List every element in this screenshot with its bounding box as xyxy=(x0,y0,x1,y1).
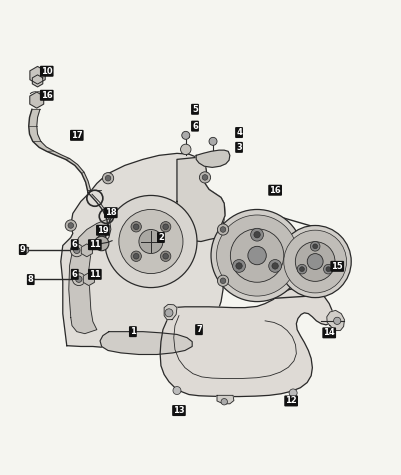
Circle shape xyxy=(94,236,109,251)
Circle shape xyxy=(217,224,228,235)
Text: 14: 14 xyxy=(322,328,334,337)
Text: 1: 1 xyxy=(130,327,136,336)
Polygon shape xyxy=(28,109,91,193)
Circle shape xyxy=(278,226,350,298)
Circle shape xyxy=(162,254,168,259)
Polygon shape xyxy=(81,244,92,256)
Text: 7: 7 xyxy=(196,325,201,334)
Circle shape xyxy=(220,278,225,284)
Polygon shape xyxy=(176,157,225,241)
Circle shape xyxy=(105,175,111,181)
Polygon shape xyxy=(32,75,43,87)
Circle shape xyxy=(164,309,172,317)
Circle shape xyxy=(325,267,330,272)
Text: 15: 15 xyxy=(330,262,342,271)
Circle shape xyxy=(75,276,82,282)
Text: 11: 11 xyxy=(89,240,101,249)
Circle shape xyxy=(220,227,225,232)
Polygon shape xyxy=(69,218,113,333)
Circle shape xyxy=(299,267,304,272)
Circle shape xyxy=(22,247,28,254)
Polygon shape xyxy=(83,273,94,285)
Circle shape xyxy=(73,247,80,254)
Circle shape xyxy=(172,387,180,395)
Text: 12: 12 xyxy=(285,397,296,406)
Circle shape xyxy=(181,132,189,139)
Circle shape xyxy=(306,254,322,269)
Circle shape xyxy=(323,265,332,274)
Circle shape xyxy=(72,273,85,285)
Circle shape xyxy=(27,276,34,282)
Circle shape xyxy=(131,251,141,261)
Polygon shape xyxy=(164,304,176,320)
Polygon shape xyxy=(326,310,344,331)
Text: 6: 6 xyxy=(192,122,197,131)
Text: 18: 18 xyxy=(105,208,116,217)
Circle shape xyxy=(65,220,76,231)
Circle shape xyxy=(211,209,302,302)
Text: 5: 5 xyxy=(192,105,197,114)
Circle shape xyxy=(230,229,283,282)
Text: 16: 16 xyxy=(41,91,53,100)
Polygon shape xyxy=(196,150,229,167)
Circle shape xyxy=(133,254,139,259)
Circle shape xyxy=(202,175,207,180)
Circle shape xyxy=(68,223,73,228)
Circle shape xyxy=(247,247,265,265)
Circle shape xyxy=(271,263,277,269)
Circle shape xyxy=(162,224,168,229)
Circle shape xyxy=(70,244,83,256)
Text: 19: 19 xyxy=(97,226,108,235)
Text: 11: 11 xyxy=(89,270,101,279)
Circle shape xyxy=(216,215,297,296)
Circle shape xyxy=(288,389,296,397)
Circle shape xyxy=(310,241,319,251)
Circle shape xyxy=(295,242,334,281)
Text: 16: 16 xyxy=(269,186,280,195)
Circle shape xyxy=(253,231,259,238)
Text: 2: 2 xyxy=(158,233,164,242)
Text: 10: 10 xyxy=(41,67,53,76)
Circle shape xyxy=(209,137,217,145)
Circle shape xyxy=(139,229,162,254)
Circle shape xyxy=(232,259,245,272)
Polygon shape xyxy=(217,395,233,404)
Text: 8: 8 xyxy=(28,275,34,284)
Text: 4: 4 xyxy=(235,128,241,137)
Text: 3: 3 xyxy=(236,143,241,152)
Circle shape xyxy=(131,221,141,232)
Circle shape xyxy=(296,265,306,274)
Polygon shape xyxy=(100,332,192,354)
Circle shape xyxy=(268,259,281,272)
Polygon shape xyxy=(30,92,44,108)
Polygon shape xyxy=(160,288,332,397)
Circle shape xyxy=(160,251,170,261)
Circle shape xyxy=(221,399,227,405)
Circle shape xyxy=(199,172,210,183)
Polygon shape xyxy=(61,153,227,348)
Circle shape xyxy=(133,224,139,229)
Circle shape xyxy=(105,195,196,287)
Polygon shape xyxy=(30,66,45,84)
Circle shape xyxy=(250,228,263,241)
Circle shape xyxy=(180,144,190,154)
Circle shape xyxy=(312,244,317,249)
Circle shape xyxy=(119,209,182,274)
Text: 6: 6 xyxy=(72,240,77,249)
Circle shape xyxy=(160,221,170,232)
Circle shape xyxy=(235,263,242,269)
Circle shape xyxy=(333,317,340,324)
Text: 17: 17 xyxy=(71,131,83,140)
Text: 9: 9 xyxy=(20,245,26,254)
Circle shape xyxy=(217,275,228,286)
Text: 6: 6 xyxy=(72,270,77,279)
Circle shape xyxy=(102,172,113,184)
Text: 13: 13 xyxy=(173,406,184,415)
Circle shape xyxy=(283,230,346,293)
